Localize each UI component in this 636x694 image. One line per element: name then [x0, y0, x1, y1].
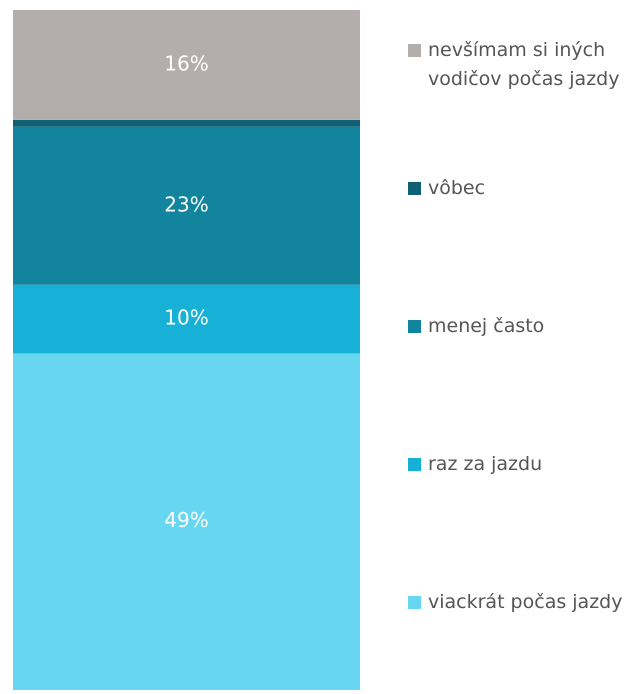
- bar-segment: [13, 10, 360, 120]
- legend-swatch: [408, 320, 421, 333]
- legend-item: nevšímam si iných vodičov počas jazdy: [408, 36, 630, 94]
- legend-swatch: [408, 596, 421, 609]
- legend-label: nevšímam si iných vodičov počas jazdy: [428, 39, 620, 90]
- legend-label: vôbec: [428, 177, 486, 199]
- legend-label: menej často: [428, 315, 545, 337]
- legend-item: menej často: [408, 312, 630, 341]
- data-label: 23%: [164, 192, 208, 216]
- legend-swatch: [408, 182, 421, 195]
- bar-segment: [13, 126, 360, 285]
- legend-item: raz za jazdu: [408, 450, 630, 479]
- data-label: 49%: [164, 508, 208, 532]
- bar-segment: [13, 353, 360, 690]
- data-label: 16%: [164, 51, 208, 75]
- legend-label: raz za jazdu: [428, 453, 543, 475]
- bar-segment: [13, 119, 360, 127]
- bar-segment: [13, 284, 360, 354]
- legend-swatch: [408, 44, 421, 57]
- legend-swatch: [408, 458, 421, 471]
- legend-item: viackrát počas jazdy: [408, 588, 630, 617]
- legend-label: viackrát počas jazdy: [428, 591, 623, 613]
- data-label: 10%: [164, 306, 208, 330]
- legend-item: vôbec: [408, 174, 630, 203]
